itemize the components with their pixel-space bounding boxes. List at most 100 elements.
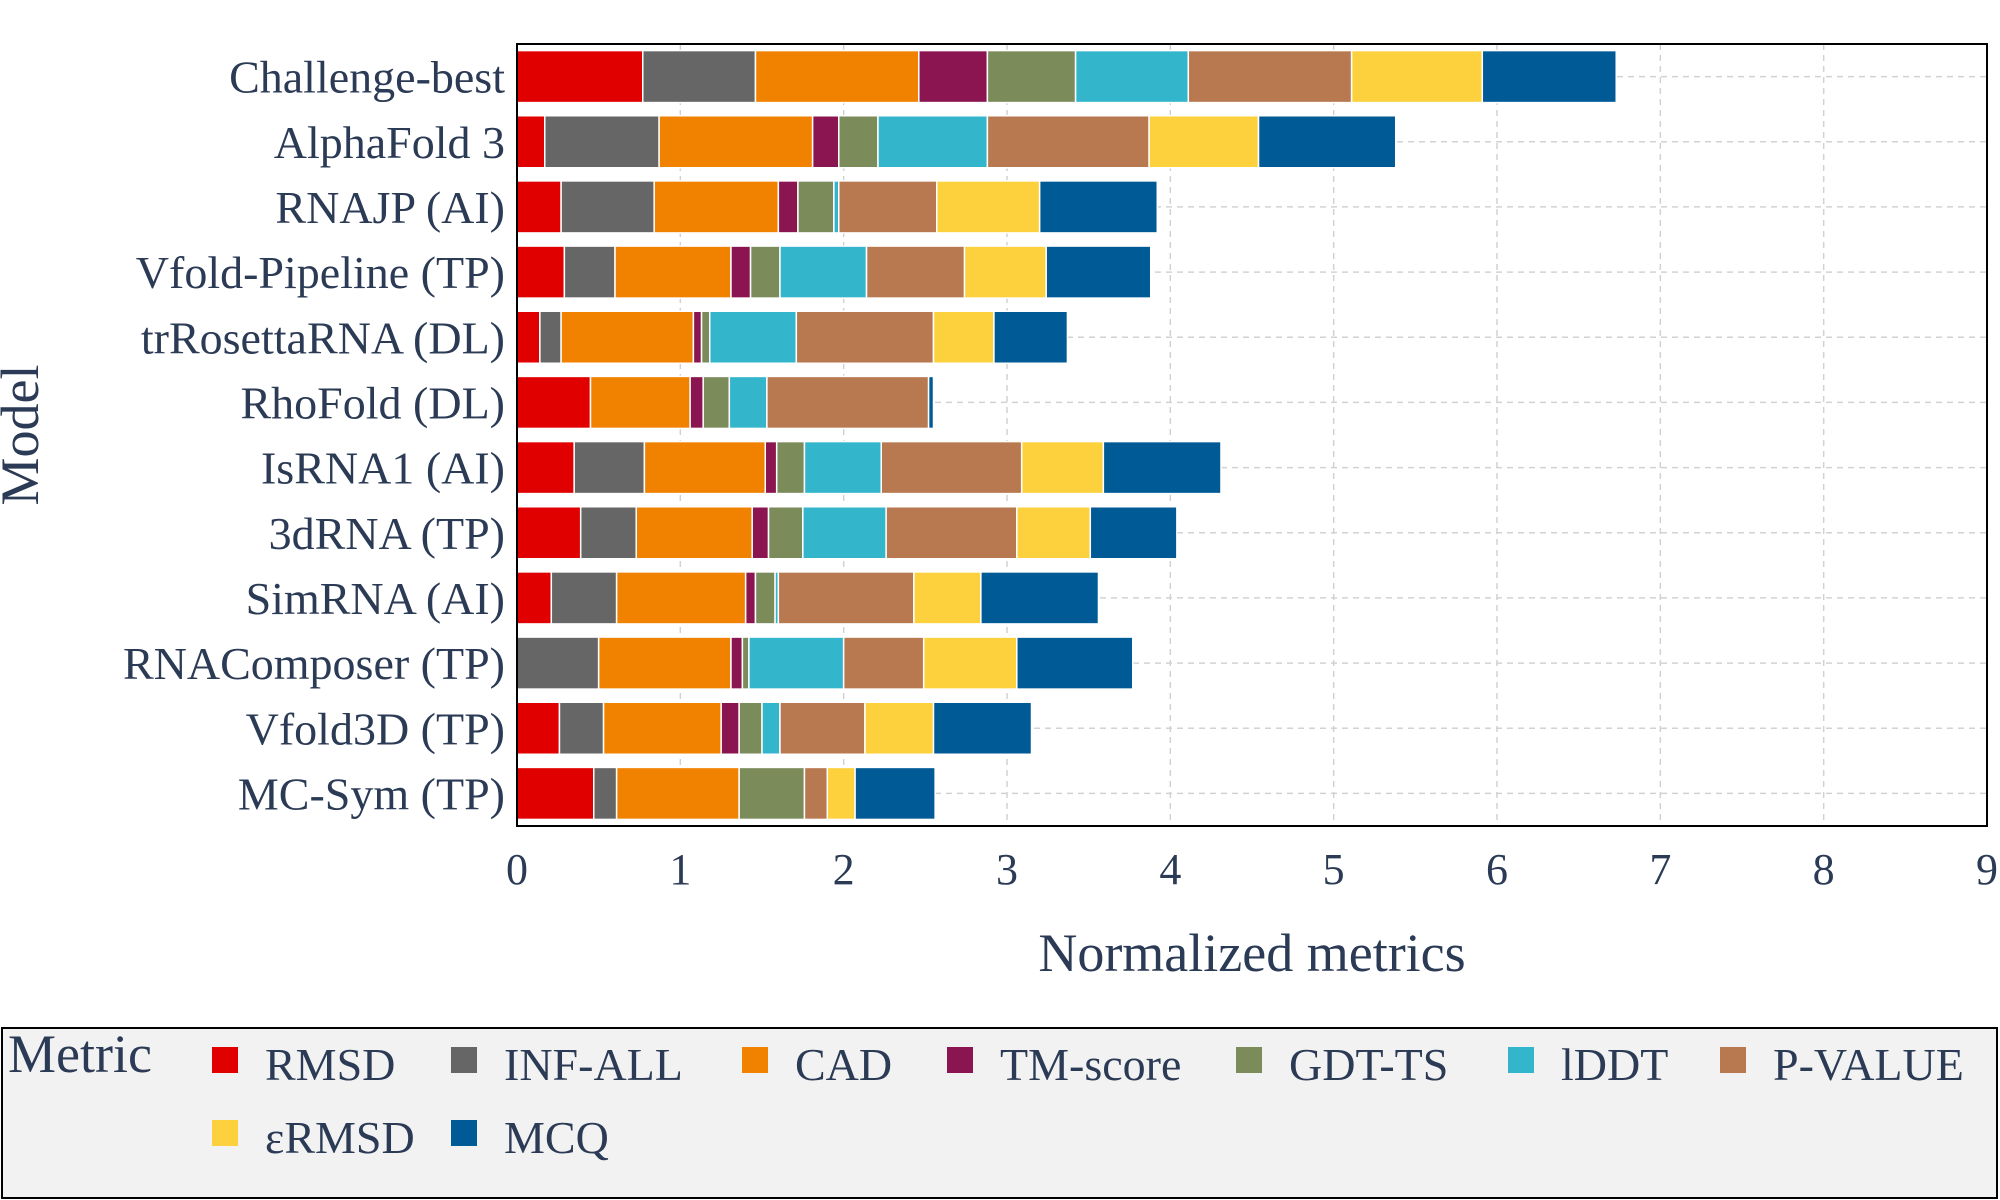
bar-segment-gdt-ts bbox=[738, 766, 806, 821]
bar-segment--rmsd bbox=[922, 636, 1018, 690]
bar-segment-inf-all bbox=[579, 506, 637, 560]
bar-segment-mcq bbox=[854, 766, 936, 821]
bar-segment-gdt-ts bbox=[754, 571, 776, 625]
bar-segment-rmsd bbox=[516, 49, 644, 104]
legend-swatch bbox=[1508, 1047, 1534, 1073]
legend-label: TM-score bbox=[1000, 1039, 1181, 1090]
legend-swatch bbox=[451, 1120, 477, 1146]
bar-segment--rmsd bbox=[1148, 115, 1260, 169]
legend: Metric RMSD INF-ALL CAD TM-score GDT-TS lDDT P… bbox=[1, 1024, 1998, 1199]
bar-segment-tm-score bbox=[751, 506, 770, 560]
legend-swatch bbox=[1236, 1047, 1262, 1073]
bar-segment-mcq bbox=[1089, 506, 1178, 560]
bar-segment-p-value bbox=[986, 115, 1150, 169]
bar-segment-p-value bbox=[777, 571, 915, 625]
legend-label: RMSD bbox=[265, 1039, 395, 1090]
bar-segment-lddt bbox=[761, 701, 781, 755]
bar-segment-cad bbox=[635, 506, 753, 560]
bar-segment-lddt bbox=[708, 310, 798, 364]
legend-swatch bbox=[451, 1047, 477, 1073]
bar-segment-tm-score bbox=[692, 310, 703, 364]
bar-segment-gdt-ts bbox=[700, 310, 711, 364]
bar-segment-mcq bbox=[1481, 49, 1617, 104]
bar-segment-mcq bbox=[1045, 245, 1152, 299]
bar-segment-p-value bbox=[803, 766, 829, 821]
bar-segment-gdt-ts bbox=[797, 180, 835, 234]
bar-segment-p-value bbox=[795, 310, 935, 364]
bar-segment-lddt bbox=[728, 375, 768, 430]
bar-segment-lddt bbox=[802, 506, 887, 560]
bar-segment-tm-score bbox=[730, 636, 744, 690]
bar-segment-mcq bbox=[980, 571, 1100, 625]
bar-segment-p-value bbox=[842, 636, 925, 690]
bar-segment-cad bbox=[560, 310, 695, 364]
legend-label: GDT-TS bbox=[1289, 1039, 1448, 1090]
bar-segment-rmsd bbox=[516, 440, 575, 495]
x-tick-label: 7 bbox=[1649, 845, 1671, 894]
bar-segment-rmsd bbox=[516, 375, 592, 430]
legend-label: CAD bbox=[795, 1039, 892, 1090]
bar-segment-tm-score bbox=[744, 571, 757, 625]
bar-segment-inf-all bbox=[539, 310, 562, 364]
bar-segment--rmsd bbox=[963, 245, 1047, 299]
legend-swatch bbox=[742, 1047, 768, 1073]
bar-segment-gdt-ts bbox=[775, 440, 806, 495]
legend-label: εRMSD bbox=[265, 1112, 415, 1163]
bar-segment-mcq bbox=[1257, 115, 1397, 169]
bar-segment-inf-all bbox=[642, 49, 757, 104]
bar-segment-mcq bbox=[1038, 180, 1159, 234]
legend-label: INF-ALL bbox=[504, 1039, 683, 1090]
bar-segment-mcq bbox=[1102, 440, 1222, 495]
bar-segment-p-value bbox=[838, 180, 938, 234]
bar-segment-inf-all bbox=[544, 115, 660, 169]
legend-label: P-VALUE bbox=[1773, 1039, 1964, 1090]
x-tick-label: 4 bbox=[1159, 845, 1181, 894]
bar-segment-rmsd bbox=[516, 571, 553, 625]
legend-swatch bbox=[212, 1047, 238, 1073]
bar-segment--rmsd bbox=[1350, 49, 1484, 104]
x-tick-label: 6 bbox=[1486, 845, 1508, 894]
category-label: RhoFold (DL) bbox=[241, 377, 506, 428]
x-axis-title: Normalized metrics bbox=[1038, 923, 1465, 983]
legend-swatch bbox=[212, 1120, 238, 1146]
x-tick-label: 1 bbox=[669, 845, 691, 894]
bar-segment-cad bbox=[643, 440, 767, 495]
bar-segment-rmsd bbox=[516, 310, 541, 364]
category-label: Vfold-Pipeline (TP) bbox=[136, 247, 505, 298]
legend-swatch bbox=[947, 1047, 973, 1073]
legend-box bbox=[1, 1027, 1998, 1199]
bar-segment-gdt-ts bbox=[749, 245, 781, 299]
category-label: trRosettaRNA (DL) bbox=[141, 312, 505, 363]
legend-label: lDDT bbox=[1561, 1039, 1668, 1090]
bar-segment-rmsd bbox=[516, 245, 566, 299]
bar-segment-cad bbox=[614, 245, 732, 299]
x-tick-label: 8 bbox=[1813, 845, 1835, 894]
bar-segment-cad bbox=[589, 375, 691, 430]
bar-segment-inf-all bbox=[516, 636, 600, 690]
bar-segment-p-value bbox=[779, 701, 866, 755]
bar-segment--rmsd bbox=[1020, 440, 1105, 495]
plot-frame bbox=[516, 43, 1988, 827]
y-axis-title: Model bbox=[0, 365, 50, 506]
category-label: MC-Sym (TP) bbox=[238, 768, 505, 819]
bar-segment-inf-all bbox=[593, 766, 618, 821]
bar-segment--rmsd bbox=[913, 571, 982, 625]
bar-segment--rmsd bbox=[864, 701, 935, 755]
legend-label: MCQ bbox=[504, 1112, 609, 1163]
bar-segment-rmsd bbox=[516, 115, 546, 169]
bar-segment-mcq bbox=[993, 310, 1069, 364]
bar-segment-rmsd bbox=[516, 506, 582, 560]
bar-segment-inf-all bbox=[550, 571, 618, 625]
category-label: AlphaFold 3 bbox=[274, 117, 505, 168]
bar-segment-lddt bbox=[1074, 49, 1190, 104]
x-tick-labels: 0 1 2 3 4 5 6 7 8 9 bbox=[506, 845, 1998, 894]
bar-segment-tm-score bbox=[720, 701, 740, 755]
bar-segment-cad bbox=[602, 701, 722, 755]
bars bbox=[516, 49, 1617, 821]
category-labels: Challenge-best AlphaFold 3 RNAJP (AI) Vfold… bbox=[123, 52, 505, 820]
bar-segment-inf-all bbox=[563, 245, 616, 299]
bar-segment--rmsd bbox=[1016, 506, 1092, 560]
category-label: RNAJP (AI) bbox=[275, 182, 505, 233]
bar-segment-cad bbox=[597, 636, 732, 690]
bar-segment-lddt bbox=[779, 245, 868, 299]
